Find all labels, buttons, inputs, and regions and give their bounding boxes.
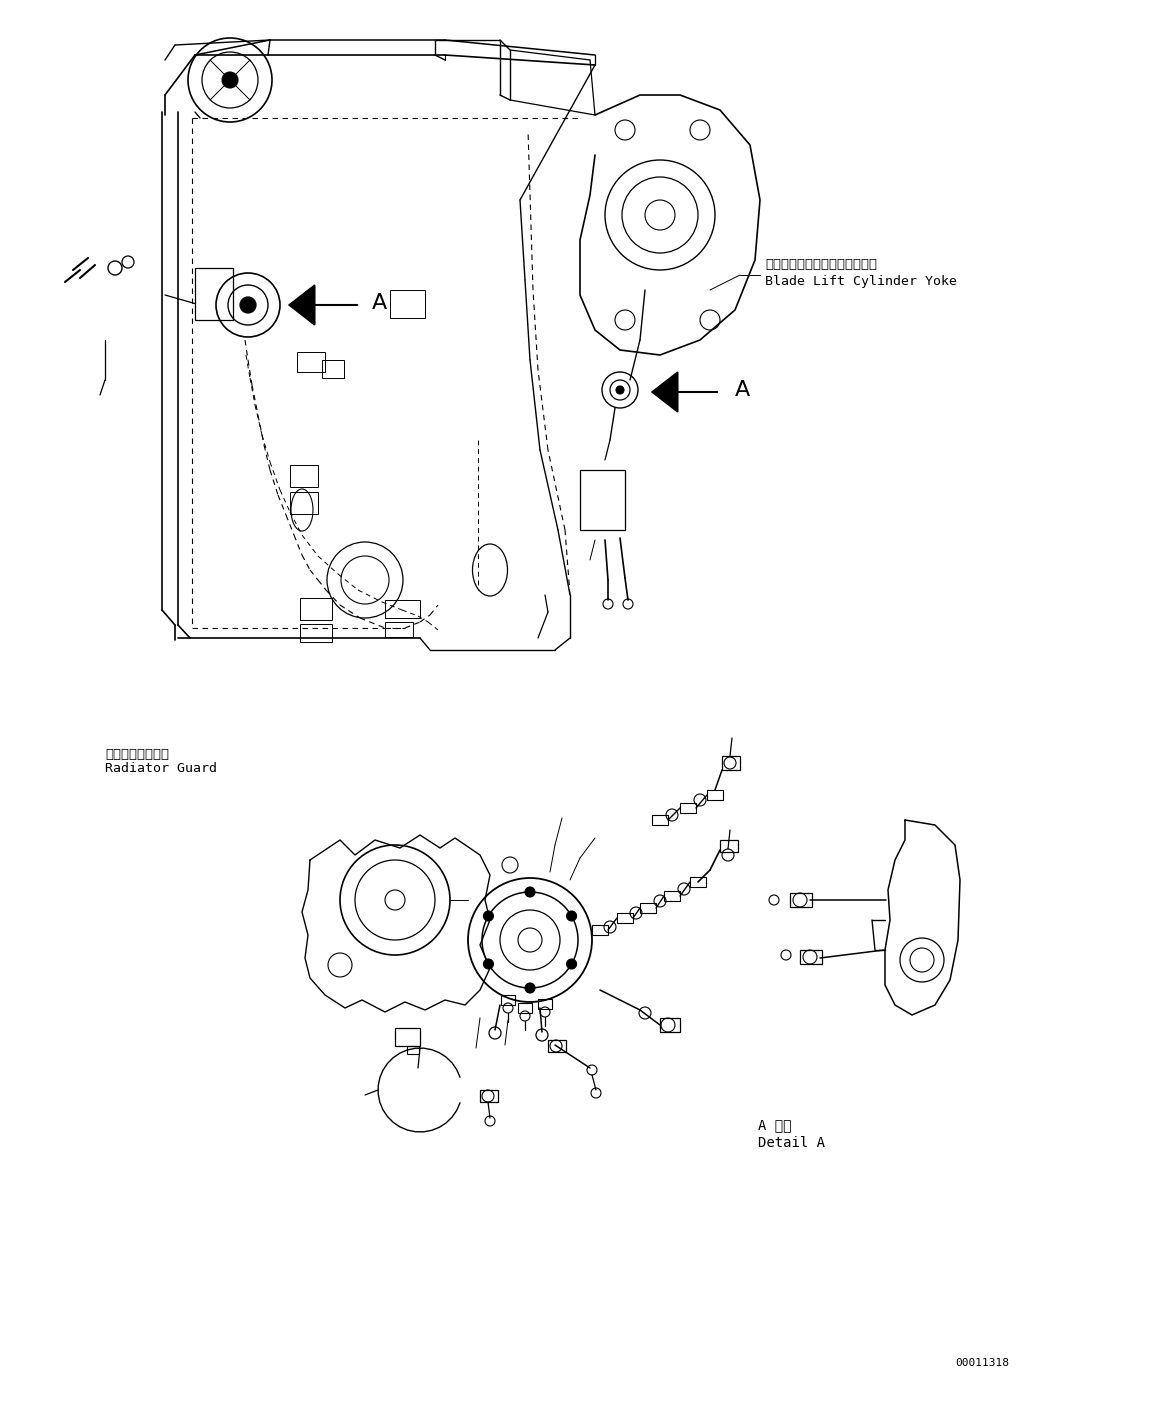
Bar [390,291,424,317]
Bar [300,623,331,642]
Bar [659,1018,680,1032]
Bar [720,840,739,852]
Text: ラジエータガード: ラジエータガード [105,748,169,761]
Circle shape [484,959,493,969]
Bar [385,600,420,618]
Bar [707,790,723,800]
FancyArrowPatch shape [290,285,357,324]
Bar [290,465,317,487]
Bar [480,1090,498,1102]
Bar [501,995,515,1005]
Bar [580,470,625,529]
Bar [518,1002,531,1014]
Circle shape [616,386,625,395]
Bar [385,622,413,637]
Bar [300,598,331,621]
Text: Blade Lift Cylinder Yoke: Blade Lift Cylinder Yoke [765,275,957,288]
Text: 00011318: 00011318 [955,1358,1009,1367]
Text: A: A [372,293,387,313]
Bar [680,803,695,813]
Bar [592,925,608,935]
Bar [790,893,812,907]
Circle shape [240,298,256,313]
FancyArrowPatch shape [652,372,718,411]
Circle shape [484,911,493,921]
Bar [690,878,706,887]
Text: Radiator Guard: Radiator Guard [105,762,217,775]
Bar [297,352,324,372]
Circle shape [222,72,238,88]
Bar [664,892,680,901]
Circle shape [525,983,535,993]
Text: Detail A: Detail A [758,1136,825,1150]
Circle shape [525,887,535,897]
Bar [800,951,822,965]
Bar [640,903,656,913]
Bar [652,814,668,826]
Bar [195,268,233,320]
Text: A: A [735,380,750,400]
Bar [290,491,317,514]
Bar [618,913,633,922]
Text: ブレードリフトシリンダヨーク: ブレードリフトシリンダヨーク [765,258,877,271]
Bar [407,1046,419,1054]
Circle shape [566,911,577,921]
Bar [548,1040,566,1052]
Bar [395,1028,420,1046]
Bar [322,359,344,378]
Bar [538,1000,552,1009]
Bar [722,755,740,769]
Circle shape [566,959,577,969]
Text: A 詳細: A 詳細 [758,1118,792,1132]
